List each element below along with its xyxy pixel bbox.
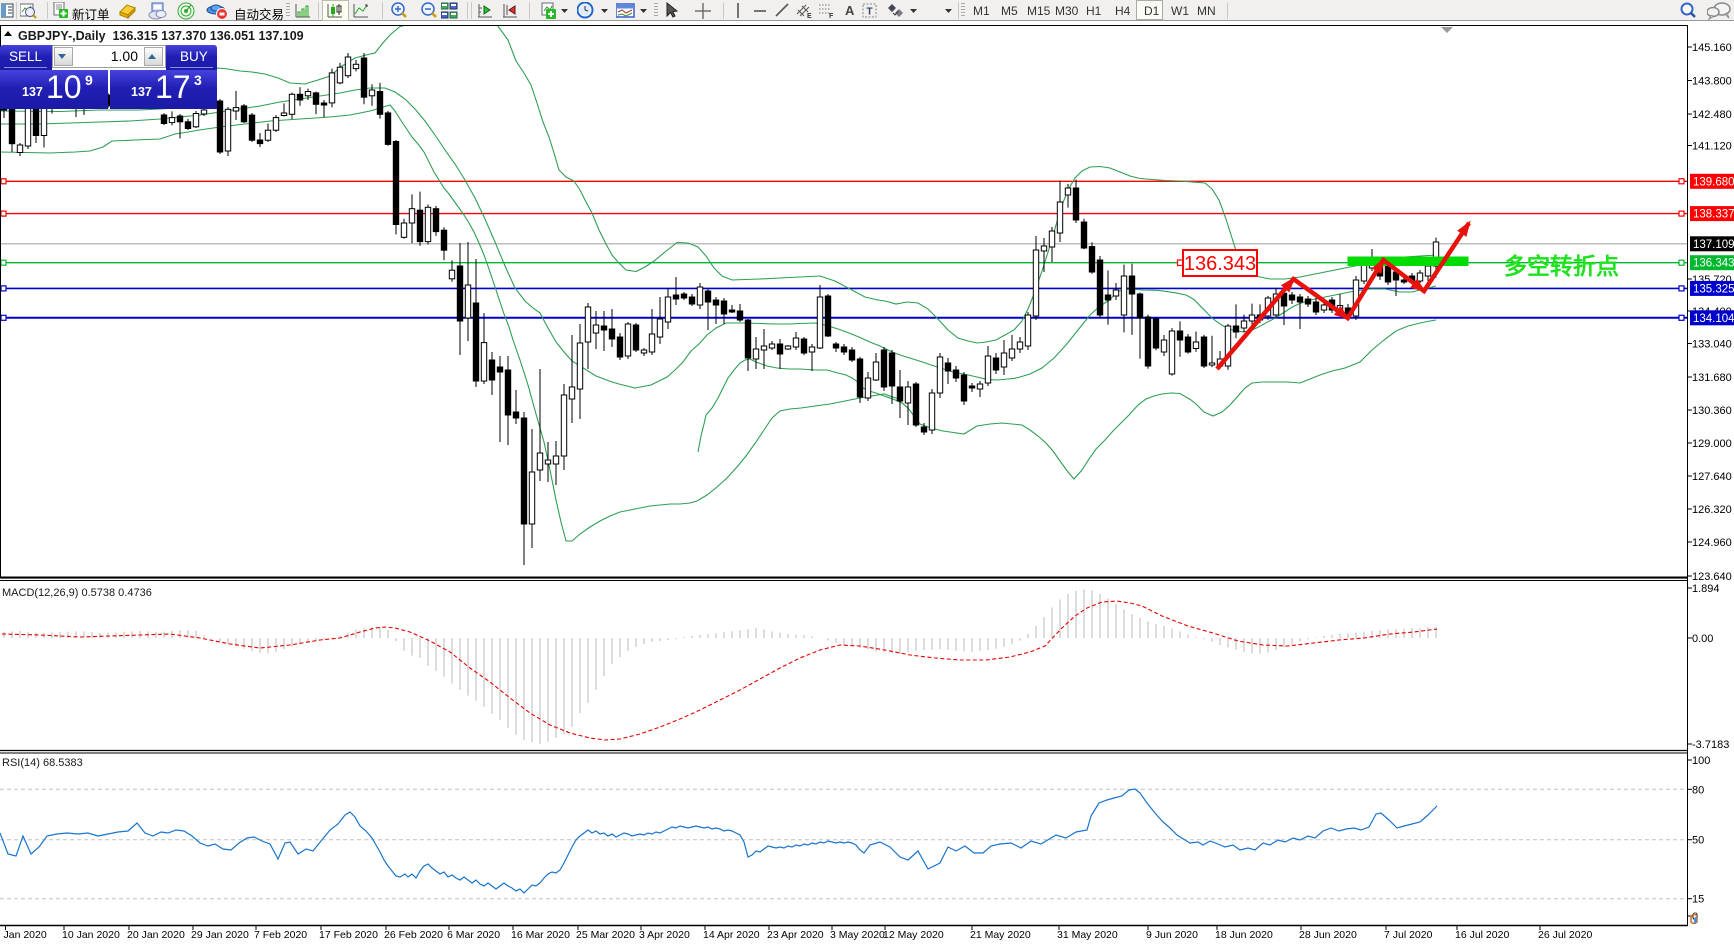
svg-text:18 Jun 2020: 18 Jun 2020	[1215, 929, 1273, 941]
svg-text:10 Jan 2020: 10 Jan 2020	[62, 929, 120, 941]
svg-text:23 Apr 2020: 23 Apr 2020	[767, 929, 824, 941]
svg-text:133.040: 133.040	[1692, 339, 1732, 351]
svg-text:GBPJPY-,Daily 136.315 137.370: GBPJPY-,Daily 136.315 137.370 136.051 13…	[18, 29, 304, 43]
svg-text:136.343: 136.343	[1184, 253, 1256, 275]
svg-text:12 May 2020: 12 May 2020	[883, 929, 944, 941]
svg-text:7 Jul 2020: 7 Jul 2020	[1384, 929, 1433, 941]
svg-text:F: F	[829, 13, 834, 20]
svg-text:130.360: 130.360	[1692, 405, 1732, 417]
svg-text:-3.7183: -3.7183	[1692, 739, 1729, 751]
svg-text:134.104: 134.104	[1693, 313, 1734, 325]
svg-text:15: 15	[1692, 894, 1704, 906]
svg-text:142.480: 142.480	[1692, 109, 1732, 121]
svg-text:143.800: 143.800	[1692, 76, 1732, 88]
svg-text:21 May 2020: 21 May 2020	[970, 929, 1031, 941]
svg-text:0: 0	[1692, 911, 1698, 923]
svg-text:0.00: 0.00	[1692, 633, 1713, 645]
svg-text:131.680: 131.680	[1692, 372, 1732, 384]
svg-text:100: 100	[1692, 755, 1710, 767]
svg-text:50: 50	[1692, 835, 1704, 847]
svg-text:Jan 2020: Jan 2020	[4, 929, 47, 941]
svg-text:17 Feb 2020: 17 Feb 2020	[319, 929, 378, 941]
svg-text:T: T	[867, 7, 873, 18]
svg-text:137.109: 137.109	[1693, 239, 1734, 251]
svg-text:16 Mar 2020: 16 Mar 2020	[511, 929, 570, 941]
svg-text:26 Feb 2020: 26 Feb 2020	[384, 929, 443, 941]
svg-text:124.960: 124.960	[1692, 537, 1732, 549]
svg-text:1.894: 1.894	[1692, 583, 1720, 595]
svg-text:80: 80	[1692, 784, 1704, 796]
svg-text:3 May 2020: 3 May 2020	[830, 929, 885, 941]
svg-text:145.160: 145.160	[1692, 42, 1732, 54]
svg-text:139.680: 139.680	[1693, 176, 1734, 188]
svg-text:129.000: 129.000	[1692, 438, 1732, 450]
svg-text:141.120: 141.120	[1692, 141, 1732, 153]
svg-text:123.640: 123.640	[1692, 571, 1732, 583]
svg-text:7 Feb 2020: 7 Feb 2020	[254, 929, 307, 941]
svg-text:127.640: 127.640	[1692, 471, 1732, 483]
svg-text:25 Mar 2020: 25 Mar 2020	[576, 929, 635, 941]
svg-text:MACD(12,26,9) 0.5738 0.4736: MACD(12,26,9) 0.5738 0.4736	[2, 587, 152, 599]
svg-text:26 Jul 2020: 26 Jul 2020	[1538, 929, 1592, 941]
svg-text:28 Jun 2020: 28 Jun 2020	[1299, 929, 1357, 941]
svg-text:126.320: 126.320	[1692, 504, 1732, 516]
svg-text:6 Mar 2020: 6 Mar 2020	[447, 929, 500, 941]
svg-text:136.343: 136.343	[1693, 258, 1734, 270]
svg-text:多空转折点: 多空转折点	[1504, 253, 1619, 279]
svg-text:9 Jun 2020: 9 Jun 2020	[1146, 929, 1198, 941]
svg-text:3 Apr 2020: 3 Apr 2020	[639, 929, 690, 941]
svg-text:31 May 2020: 31 May 2020	[1057, 929, 1118, 941]
svg-text:14 Apr 2020: 14 Apr 2020	[703, 929, 760, 941]
svg-text:20 Jan 2020: 20 Jan 2020	[127, 929, 185, 941]
svg-text:29 Jan 2020: 29 Jan 2020	[191, 929, 249, 941]
svg-text:16 Jul 2020: 16 Jul 2020	[1455, 929, 1509, 941]
svg-text:E: E	[807, 13, 812, 20]
svg-text:135.325: 135.325	[1693, 283, 1734, 295]
svg-text:138.337: 138.337	[1693, 209, 1734, 221]
svg-text:RSI(14) 68.5383: RSI(14) 68.5383	[2, 757, 83, 769]
